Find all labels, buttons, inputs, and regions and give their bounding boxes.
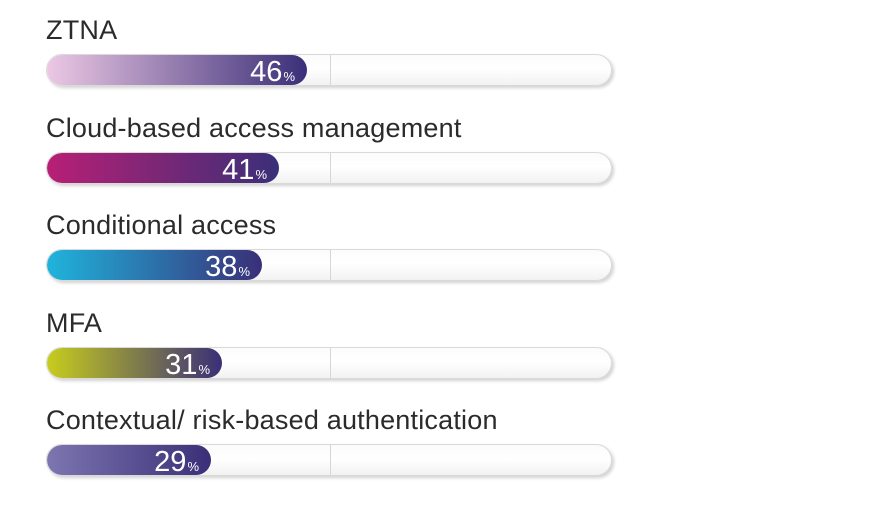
percent-sign: %	[283, 69, 295, 84]
percent-sign: %	[238, 264, 250, 279]
bar-value-number: 31	[165, 349, 198, 379]
bar-track: 41%	[46, 152, 612, 184]
percent-sign: %	[198, 362, 210, 377]
percent-sign: %	[187, 459, 199, 474]
bar-value-number: 46	[250, 56, 283, 86]
bar-value-number: 38	[205, 251, 238, 281]
bar-category-label: Conditional access	[46, 210, 277, 240]
bar-value-label: 31%	[165, 348, 210, 379]
bar-category-label: Cloud-based access management	[46, 113, 462, 143]
bar-track: 46%	[46, 54, 612, 86]
bar-category-label: Contextual/ risk-based authentication	[46, 405, 498, 435]
bar-track: 38%	[46, 249, 612, 281]
bar-row: ZTNA 46%	[46, 14, 616, 94]
bar-row: Contextual/ risk-based authentication 29%	[46, 404, 616, 484]
bar-category-label: MFA	[46, 308, 103, 338]
bar-value-number: 29	[154, 446, 187, 476]
bar	[47, 55, 307, 85]
gridline	[330, 153, 331, 183]
gridline	[330, 250, 331, 280]
gridline	[330, 348, 331, 378]
bar	[47, 153, 279, 183]
percent-sign: %	[255, 167, 267, 182]
gridline	[330, 55, 331, 85]
bar	[47, 445, 211, 475]
gridline	[330, 445, 331, 475]
bar	[47, 250, 262, 280]
bar-row: Conditional access 38%	[46, 209, 616, 289]
bar-track: 31%	[46, 347, 612, 379]
bar-category-label: ZTNA	[46, 15, 118, 45]
bar-row: Cloud-based access management 41%	[46, 112, 616, 192]
bar-row: MFA 31%	[46, 307, 616, 387]
bar-value-label: 41%	[222, 153, 267, 184]
bar-value-label: 29%	[154, 445, 199, 476]
bar-track: 29%	[46, 444, 612, 476]
bar-value-number: 41	[222, 154, 255, 184]
bar	[47, 348, 222, 378]
bar-value-label: 38%	[205, 250, 250, 281]
bar-value-label: 46%	[250, 55, 295, 86]
